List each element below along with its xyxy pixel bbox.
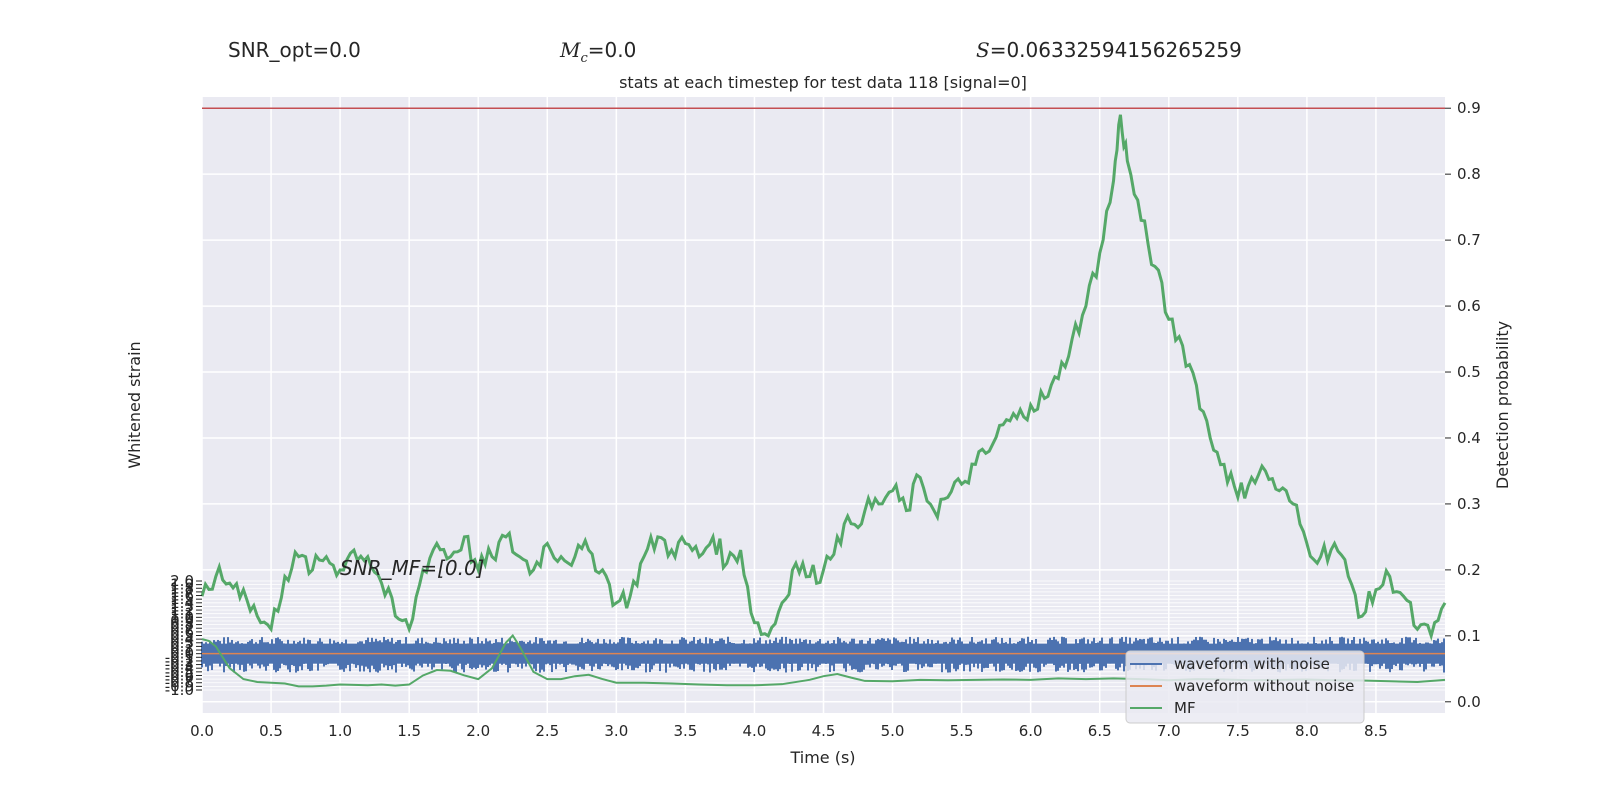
chirp-mass-symbol: Mc [560,38,588,66]
x-tick-label: 3.5 [673,722,697,740]
left-tick-label: -0.6 [165,666,194,684]
left-tick-label: 1.3 [170,597,194,615]
left-tick-label: -0.4 [165,659,194,677]
left-tick-label: 0.1 [170,641,194,659]
x-tick-label: 8.0 [1295,722,1319,740]
left-tick-label: 0.6 [170,623,194,641]
right-tick-label: 0.2 [1457,561,1481,579]
left-tick-label: -0.7 [165,670,194,688]
left-tick-label: 0.2 [170,637,194,655]
left-tick-label: -0.5 [165,663,194,681]
snr-mf-annotation: SNR_MF=[0.0] [340,556,484,580]
right-tick-label: 0.9 [1457,99,1481,117]
left-tick-label: 0.4 [170,630,194,648]
legend-label-mf: MF [1174,699,1196,717]
right-axis-label: Detection probability [1493,321,1512,489]
left-tick-label: 0.7 [170,619,194,637]
left-tick-label: -1.0 [165,681,194,699]
x-tick-label: 4.0 [743,722,767,740]
right-tick-label: 0.5 [1457,363,1481,381]
x-tick-label: 4.5 [812,722,836,740]
chart-title: stats at each timestep for test data 118… [619,73,1027,92]
legend: waveform with noise waveform without noi… [1125,650,1365,724]
chirp-mass-label: Mc=0.0 [560,38,636,66]
x-tick-label: 5.0 [881,722,905,740]
right-tick-label: 0.7 [1457,231,1481,249]
left-tick-label: 1.6 [170,587,194,605]
right-tick-label: 0.4 [1457,429,1481,447]
right-tick-label: 0.6 [1457,297,1481,315]
left-tick-label: 1.2 [170,601,194,619]
left-tick-label: 1.5 [170,590,194,608]
left-tick-label: -0.3 [165,656,194,674]
left-tick-label: 1.9 [170,576,194,594]
x-tick-label: 2.5 [535,722,559,740]
left-tick-label: 0.8 [170,616,194,634]
left-ticks: 2.01.91.81.71.61.51.41.31.21.11.00.90.80… [165,572,202,699]
x-tick-label: 1.5 [397,722,421,740]
left-tick-label: 0.0 [170,645,194,663]
x-tick-label: 7.5 [1226,722,1250,740]
x-tick-label: 7.0 [1157,722,1181,740]
legend-label-noise: waveform with noise [1174,655,1330,673]
left-tick-label: 0.3 [170,634,194,652]
left-tick-label: -0.2 [165,652,194,670]
x-tick-label: 1.0 [328,722,352,740]
statistic-value: =0.06332594156265259 [989,38,1242,62]
snr-opt-label: SNR_opt=0.0 [228,38,361,62]
statistic-symbol: S [976,38,990,62]
right-tick-label: 0.8 [1457,165,1481,183]
legend-box [1125,650,1365,724]
detection-probability-line [200,114,1447,642]
left-tick-label: 1.1 [170,605,194,623]
left-tick-label: 1.7 [170,583,194,601]
right-tick-label: 0.3 [1457,495,1481,513]
x-tick-label: 2.0 [466,722,490,740]
left-tick-label: -0.9 [165,677,194,695]
left-tick-label: 1.8 [170,579,194,597]
x-axis-label: Time (s) [789,748,855,767]
x-tick-label: 0.5 [259,722,283,740]
right-ticks: 0.0 0.1 0.2 0.3 0.4 0.5 0.6 0.7 0.8 0.9 [1445,99,1481,711]
right-tick-label: 0.1 [1457,627,1481,645]
left-tick-label: 0.5 [170,627,194,645]
legend-label-clean: waveform without noise [1174,677,1354,695]
left-tick-label: 0.9 [170,612,194,630]
x-tick-label: 6.5 [1088,722,1112,740]
left-tick-label: -0.8 [165,674,194,692]
x-tick-label: 3.0 [604,722,628,740]
x-tick-label: 5.5 [950,722,974,740]
left-tick-label: 1.4 [170,594,194,612]
x-tick-label: 8.5 [1364,722,1388,740]
x-tick-label: 6.0 [1019,722,1043,740]
left-tick-label: 2.0 [170,572,194,590]
right-tick-label: 0.0 [1457,693,1481,711]
statistic-label: S=0.06332594156265259 [976,38,1242,62]
left-tick-label: 1.0 [170,608,194,626]
left-tick-label: -0.1 [165,648,194,666]
left-axis-label: Whitened strain [125,341,144,468]
chirp-mass-value: =0.0 [587,38,637,62]
x-tick-label: 0.0 [190,722,214,740]
x-ticks: 0.0 0.5 1.0 1.5 2.0 2.5 3.0 3.5 4.0 4.5 5.0 5.5 6.0 6… [190,722,1388,740]
